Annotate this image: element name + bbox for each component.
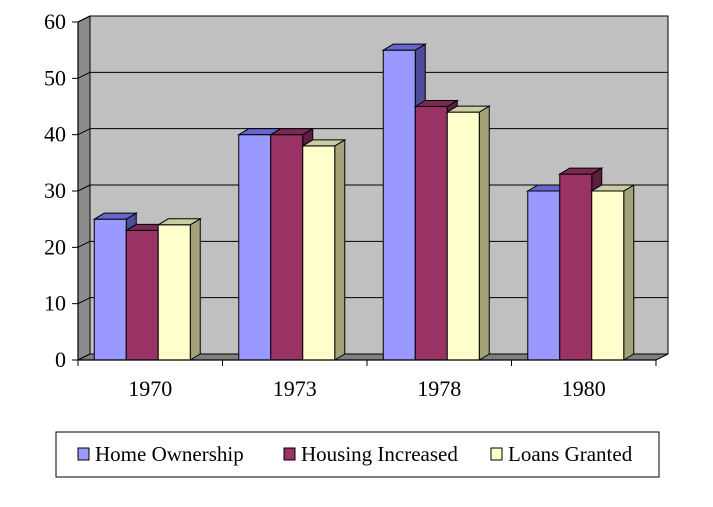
bar-top <box>445 105 492 113</box>
x-tick-label: 1973 <box>273 376 317 401</box>
y-tick-label: 30 <box>44 178 66 203</box>
bar <box>125 229 159 361</box>
bar <box>591 190 625 361</box>
bar <box>93 218 127 361</box>
y-tick-label: 40 <box>44 122 66 147</box>
gridline-side <box>77 240 91 248</box>
bar <box>559 173 593 361</box>
y-tick-label: 20 <box>44 234 66 259</box>
bar <box>527 190 561 361</box>
bar-top <box>300 139 347 147</box>
bar <box>270 134 304 361</box>
bar-top <box>557 167 604 175</box>
x-tick-label: 1980 <box>562 376 606 401</box>
legend-swatch <box>283 447 296 461</box>
bars <box>92 43 636 361</box>
bar-top <box>589 184 636 192</box>
bar <box>238 134 272 361</box>
bar-top <box>268 128 315 136</box>
bar-side <box>334 139 346 361</box>
legend-swatch <box>77 447 90 461</box>
y-tick-label: 10 <box>44 291 66 316</box>
x-tick-label: 1978 <box>417 376 461 401</box>
gridline-side <box>77 128 91 136</box>
y-tick-label: 0 <box>55 347 66 372</box>
legend-swatch <box>490 447 503 461</box>
legend: Home Ownership Housing Increased Loans Gra… <box>55 431 660 478</box>
bar-top <box>156 218 203 226</box>
gridline-side <box>77 184 91 192</box>
bar-top <box>92 212 139 220</box>
bar <box>382 49 416 361</box>
bar-side <box>189 217 201 361</box>
bar-side <box>478 105 490 361</box>
y-tick-label: 50 <box>44 65 66 90</box>
bar <box>446 111 480 361</box>
bar-side <box>623 184 635 361</box>
bar <box>414 106 448 361</box>
y-tick-label: 60 <box>44 9 66 34</box>
x-tick-label: 1970 <box>128 376 172 401</box>
gridline-side <box>77 15 91 23</box>
bar-top <box>381 43 428 51</box>
x-axis-ticks: 1970 1973 1978 1980 <box>77 360 657 401</box>
legend-label: Home Ownership <box>95 442 244 466</box>
gridline-side <box>77 71 91 79</box>
bar <box>157 224 191 361</box>
legend-label: Loans Granted <box>508 442 633 466</box>
gridline-side <box>77 297 91 305</box>
bar <box>302 145 336 361</box>
legend-box <box>55 431 660 478</box>
y-axis-ticks: 0 10 20 30 40 50 60 <box>44 9 78 372</box>
legend-label: Housing Increased <box>301 442 458 466</box>
bar-top <box>413 100 460 107</box>
